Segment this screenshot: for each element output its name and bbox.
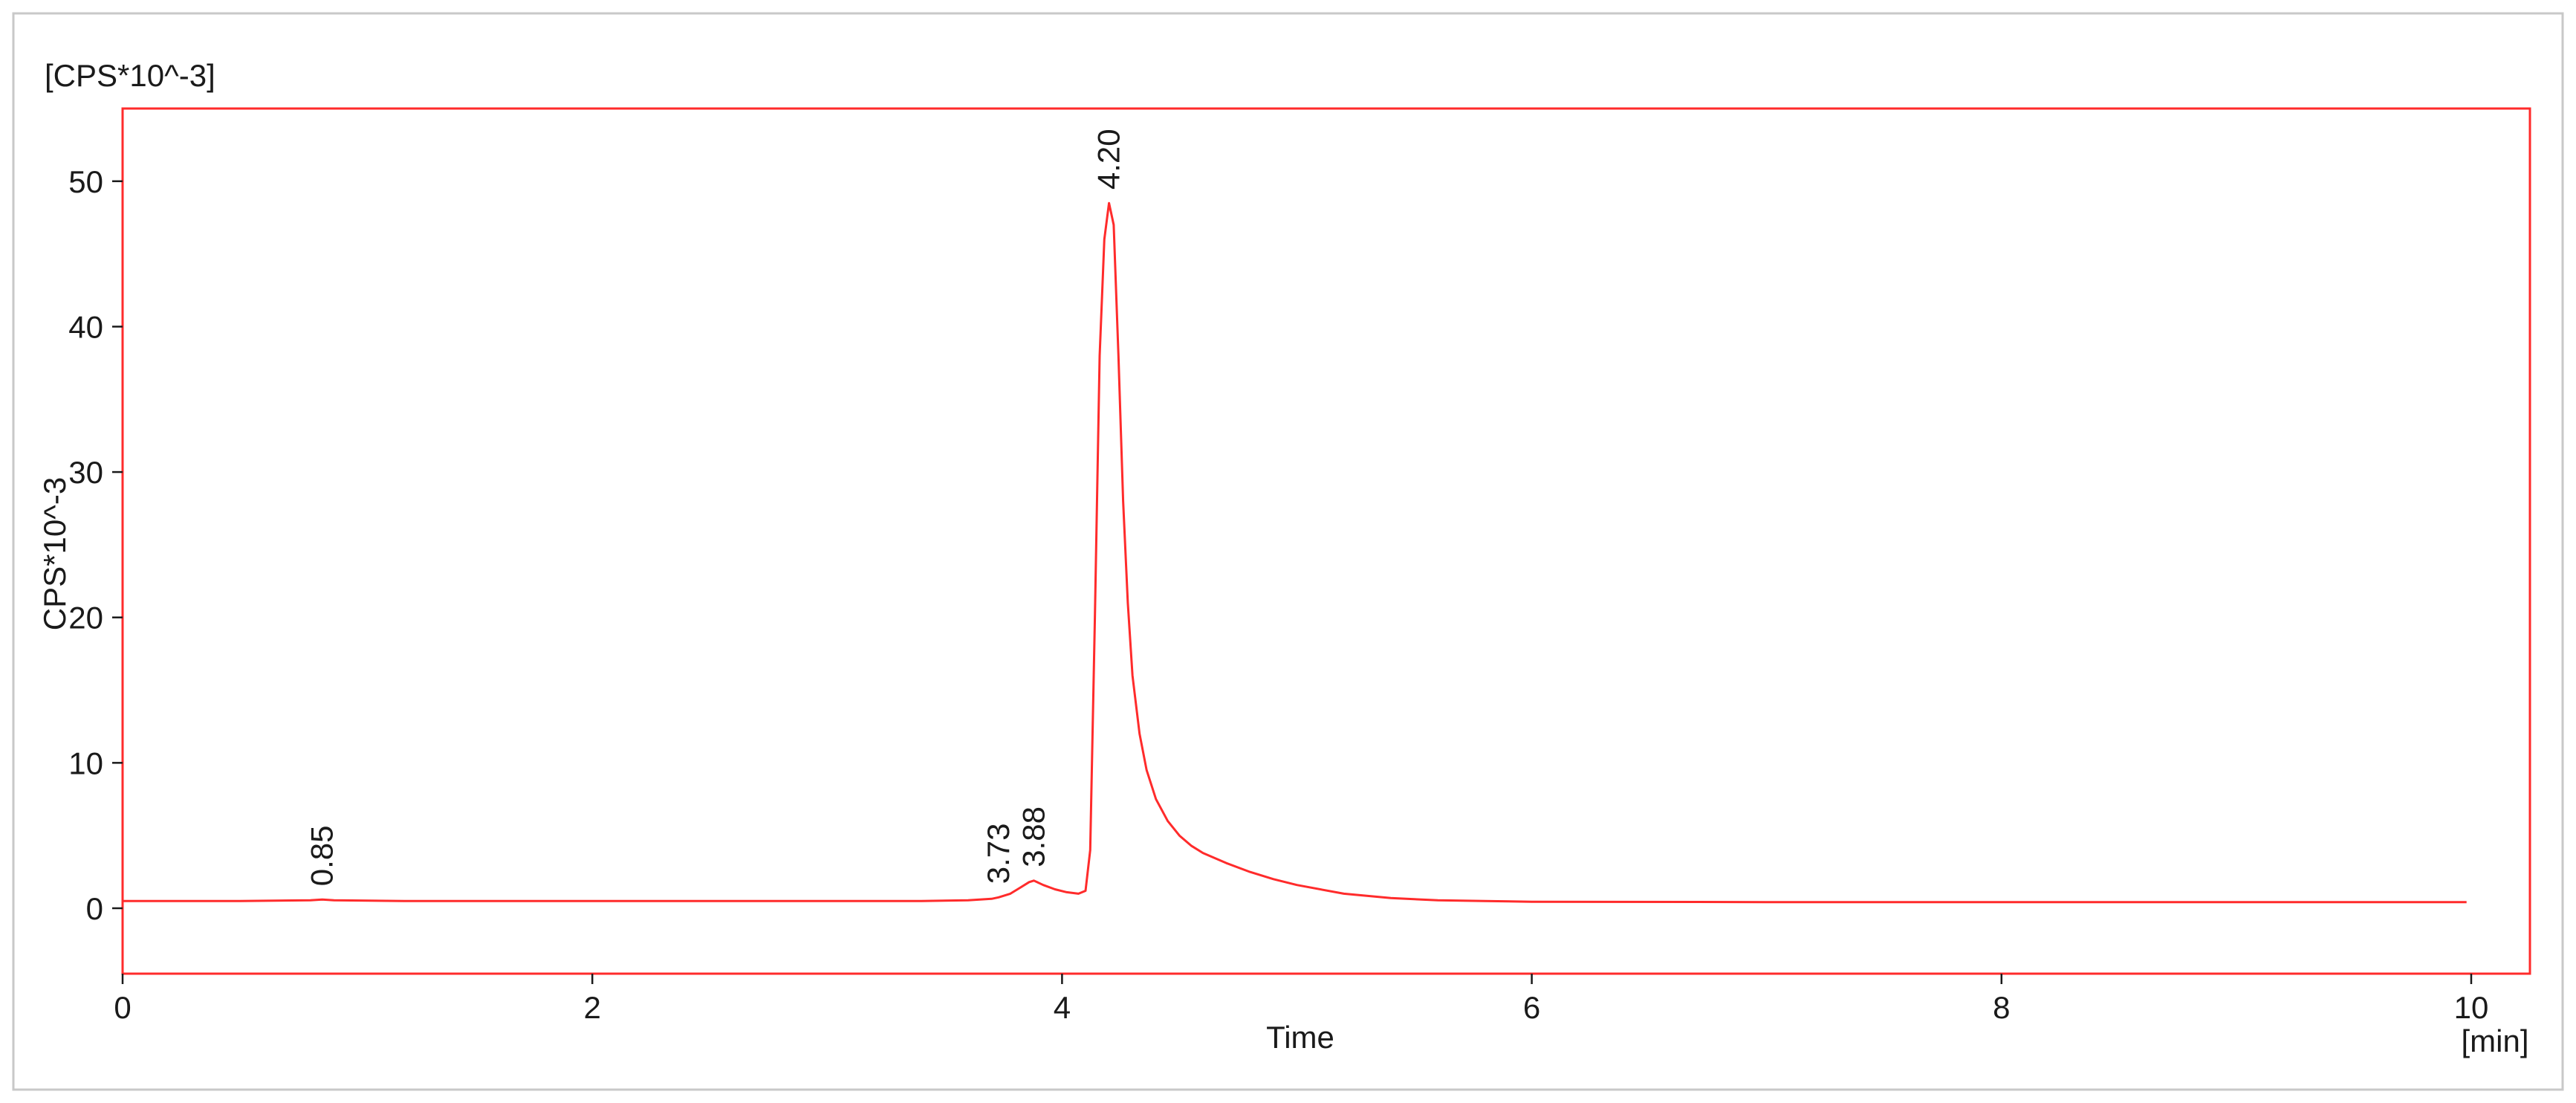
peak-label: 0.85 xyxy=(305,825,340,886)
y-axis-title: CPS*10^-3 xyxy=(37,477,72,630)
peak-label: 4.20 xyxy=(1091,129,1126,190)
x-unit-label: [min] xyxy=(2461,1023,2528,1058)
x-tick-label: 8 xyxy=(1993,990,2010,1025)
plot-frame xyxy=(121,107,2531,975)
y-tick-label: 50 xyxy=(68,164,103,199)
x-tick-label: 2 xyxy=(584,990,601,1025)
x-tick-label: 6 xyxy=(1523,990,1540,1025)
x-tick-label: 0 xyxy=(114,990,131,1025)
y-axis-ticks: 0 10 20 30 40 50 xyxy=(68,164,123,926)
y-tick-label: 0 xyxy=(86,891,103,926)
y-tick-label: 40 xyxy=(68,309,103,344)
x-tick-label: 10 xyxy=(2454,990,2489,1025)
y-tick-label: 20 xyxy=(68,601,103,635)
y-tick-label: 10 xyxy=(68,745,103,780)
peak-label: 3.73 xyxy=(981,824,1016,884)
x-axis-title: Time xyxy=(1266,1020,1334,1055)
y-tick-label: 30 xyxy=(68,455,103,490)
x-axis-ticks: 0 2 4 6 8 10 xyxy=(114,974,2488,1025)
outer-border xyxy=(12,12,2564,1091)
peak-labels: 0.85 3.73 3.88 4.20 xyxy=(305,129,1126,886)
x-tick-label: 4 xyxy=(1054,990,1071,1025)
y-unit-label: [CPS*10^-3] xyxy=(45,58,215,93)
peak-label: 3.88 xyxy=(1016,806,1051,867)
chromatogram-trace xyxy=(123,201,2467,904)
